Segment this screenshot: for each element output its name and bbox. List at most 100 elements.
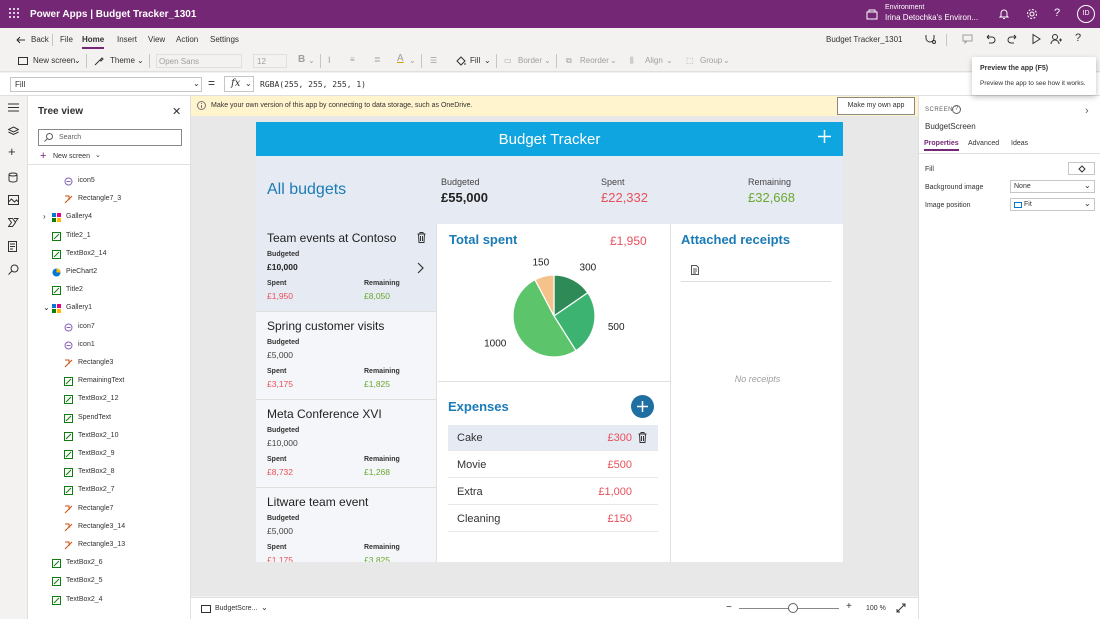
- environment-name[interactable]: Irina Detochka's Environ...: [885, 13, 979, 22]
- chevron-down-icon[interactable]: ⌄: [723, 56, 730, 65]
- align-button[interactable]: Align: [645, 56, 663, 65]
- tree-item[interactable]: PieChart2: [28, 264, 190, 282]
- chevron-right-icon[interactable]: [417, 262, 424, 274]
- tree-item[interactable]: Title2: [28, 282, 190, 300]
- tree-item[interactable]: Rectangle3_14: [28, 519, 190, 537]
- chevron-down-icon[interactable]: ⌄: [95, 152, 101, 159]
- border-button[interactable]: Border: [518, 56, 543, 65]
- chevron-down-icon[interactable]: ⌄: [137, 56, 144, 65]
- group-button[interactable]: Group: [700, 56, 723, 65]
- zoom-slider-thumb[interactable]: [788, 603, 798, 613]
- font-select[interactable]: Open Sans: [156, 54, 242, 68]
- new-screen-button[interactable]: New screen: [33, 56, 76, 65]
- tree-item[interactable]: TextBox2_12: [28, 391, 190, 409]
- theme-button[interactable]: Theme: [110, 56, 135, 65]
- reorder-button[interactable]: Reorder: [580, 56, 609, 65]
- trash-icon[interactable]: [417, 232, 426, 243]
- help-circle-icon[interactable]: ?: [952, 105, 961, 114]
- bold-button[interactable]: B: [298, 54, 306, 65]
- media-icon[interactable]: [8, 195, 19, 205]
- back-arrow-icon[interactable]: [16, 36, 26, 44]
- chevron-down-icon[interactable]: ⌄: [409, 56, 416, 65]
- chevron-down-icon[interactable]: ⌄: [308, 56, 315, 65]
- tab-properties[interactable]: Properties: [924, 140, 959, 151]
- tree-item[interactable]: icon1: [28, 337, 190, 355]
- menu-file[interactable]: File: [60, 35, 73, 44]
- help-icon[interactable]: ?: [1054, 7, 1061, 19]
- power-automate-icon[interactable]: [8, 218, 19, 227]
- tab-advanced[interactable]: Advanced: [968, 140, 1000, 147]
- text-case-icon[interactable]: ≣: [374, 55, 381, 64]
- font-style-icon[interactable]: Ι: [328, 55, 331, 65]
- tree-item[interactable]: TextBox2_14: [28, 246, 190, 264]
- tree-item[interactable]: TextBox2_4: [28, 592, 190, 610]
- share-user-icon[interactable]: [1050, 33, 1062, 45]
- document-icon[interactable]: [691, 265, 699, 275]
- tree-item[interactable]: icon5: [28, 173, 190, 191]
- tree-item[interactable]: TextBox2_5: [28, 573, 190, 591]
- menu-insert[interactable]: Insert: [117, 35, 138, 44]
- screen-selector[interactable]: BudgetScre...: [215, 605, 258, 612]
- chevron-down-icon[interactable]: ⌄: [610, 56, 617, 65]
- fit-to-window-icon[interactable]: [896, 603, 906, 613]
- font-color-icon[interactable]: A: [397, 53, 404, 64]
- zoom-out-button[interactable]: −: [726, 602, 732, 613]
- advanced-tools-icon[interactable]: [8, 241, 17, 252]
- tree-search-box[interactable]: Search: [38, 129, 182, 146]
- search-icon[interactable]: [8, 264, 19, 275]
- tree-item[interactable]: TextBox2_10: [28, 428, 190, 446]
- back-button[interactable]: Back: [31, 35, 49, 44]
- menu-home[interactable]: Home: [82, 35, 105, 49]
- tree-item[interactable]: Rectangle7_3: [28, 191, 190, 209]
- tree-item[interactable]: icon7: [28, 319, 190, 337]
- expense-row[interactable]: Cleaning £150: [448, 506, 658, 532]
- image-position-dropdown[interactable]: Fit ⌄: [1010, 198, 1095, 211]
- trash-icon[interactable]: [638, 432, 647, 443]
- tree-item[interactable]: Rectangle7: [28, 501, 190, 519]
- chevron-down-icon[interactable]: ⌄: [484, 56, 491, 65]
- help-icon[interactable]: ?: [1075, 32, 1082, 44]
- layers-icon[interactable]: [8, 126, 19, 137]
- formula-input[interactable]: RGBA(255, 255, 255, 1): [260, 80, 366, 89]
- fill-text-icon[interactable]: ☰: [430, 56, 438, 65]
- chevron-down-icon[interactable]: ⌄: [74, 56, 81, 65]
- expense-row[interactable]: Cake £300: [448, 425, 658, 451]
- close-icon[interactable]: ✕: [172, 106, 182, 118]
- fill-color-picker[interactable]: [1068, 162, 1095, 175]
- tree-item[interactable]: TextBox2_6: [28, 555, 190, 573]
- tree-item[interactable]: Title2_1: [28, 228, 190, 246]
- play-preview-icon[interactable]: [1030, 33, 1042, 45]
- chevron-right-icon[interactable]: ›: [1085, 105, 1089, 117]
- tree-item[interactable]: ⌄ Gallery1: [28, 300, 190, 318]
- chevron-down-icon[interactable]: ⌄: [261, 603, 268, 612]
- new-screen-link[interactable]: New screen: [53, 153, 90, 160]
- fill-button[interactable]: Fill: [470, 56, 481, 65]
- add-budget-icon[interactable]: [817, 129, 832, 144]
- menu-view[interactable]: View: [148, 35, 166, 44]
- undo-icon[interactable]: [984, 33, 996, 45]
- align-text-icon[interactable]: ≡: [350, 55, 355, 64]
- chevron-down-icon[interactable]: ⌄: [666, 56, 673, 65]
- background-image-dropdown[interactable]: None ⌄: [1010, 180, 1095, 193]
- zoom-in-button[interactable]: +: [846, 601, 852, 612]
- budget-item[interactable]: Team events at Contoso Budgeted £10,000 Spe…: [256, 224, 436, 312]
- gear-icon[interactable]: [1026, 8, 1038, 20]
- budget-item[interactable]: Spring customer visits Budgeted £5,000 Spen…: [256, 312, 436, 400]
- add-expense-button[interactable]: [631, 395, 654, 418]
- tree-item[interactable]: TextBox2_8: [28, 464, 190, 482]
- redo-icon[interactable]: [1007, 33, 1019, 45]
- menu-action[interactable]: Action: [176, 35, 199, 44]
- waffle-icon[interactable]: [8, 7, 20, 19]
- chevron-down-icon[interactable]: ⌄: [544, 56, 551, 65]
- app-checker-icon[interactable]: [924, 33, 936, 45]
- tree-item[interactable]: RemainingText: [28, 373, 190, 391]
- bell-icon[interactable]: [998, 8, 1010, 20]
- chevron-right-icon[interactable]: ›: [43, 212, 46, 222]
- tree-item[interactable]: Rectangle3: [28, 355, 190, 373]
- font-size-select[interactable]: 12: [253, 54, 287, 68]
- expense-row[interactable]: Movie £500: [448, 452, 658, 478]
- tree-item[interactable]: › Gallery4: [28, 209, 190, 227]
- tree-item[interactable]: Rectangle3_13: [28, 537, 190, 555]
- fx-button[interactable]: fx ⌄: [224, 76, 254, 92]
- expense-row[interactable]: Extra £1,000: [448, 479, 658, 505]
